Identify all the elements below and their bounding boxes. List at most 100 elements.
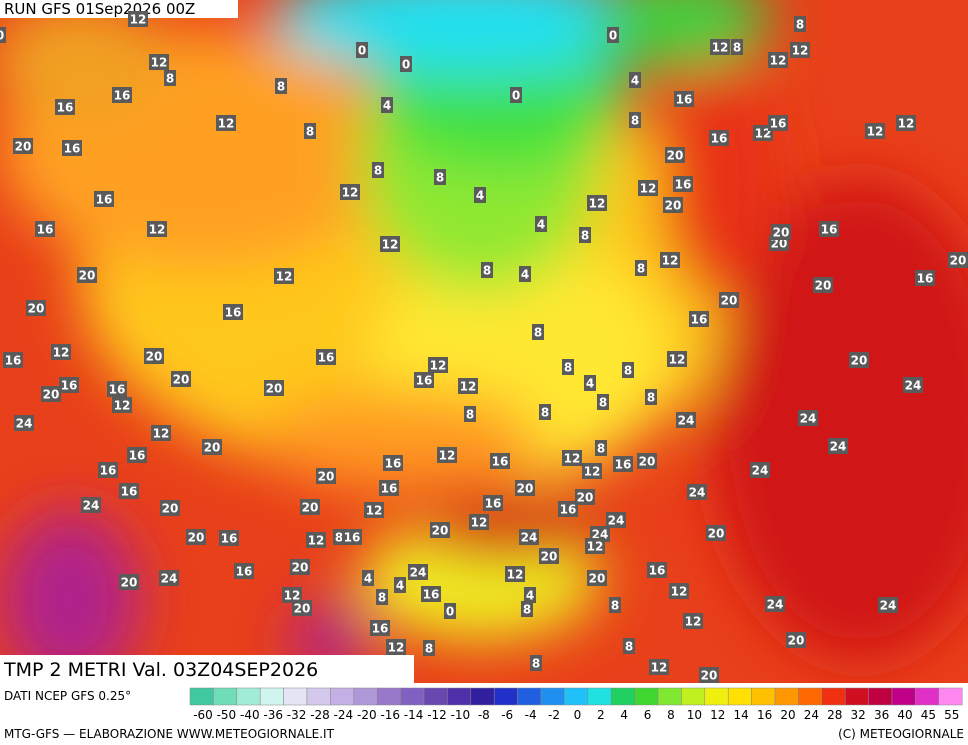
temp-label: 8 <box>796 18 804 32</box>
temp-label: 16 <box>711 132 728 146</box>
label-box <box>635 260 647 276</box>
label-box <box>128 11 148 27</box>
label-box <box>219 530 239 546</box>
temp-label: 24 <box>410 566 427 580</box>
label-box <box>202 439 222 455</box>
colorbar-label: -24 <box>334 708 354 722</box>
temp-label: 20 <box>266 382 283 396</box>
label-box <box>264 380 284 396</box>
label-box <box>794 16 806 32</box>
label-box <box>558 501 578 517</box>
temp-label: 20 <box>162 502 179 516</box>
label-box <box>469 514 489 530</box>
temp-label: 16 <box>344 531 361 545</box>
label-box <box>719 292 739 308</box>
temp-label: 12 <box>640 182 657 196</box>
colorbar-swatch <box>657 687 682 706</box>
temp-label: 20 <box>188 531 205 545</box>
label-box <box>383 455 403 471</box>
label-box <box>663 197 683 213</box>
colorbar-swatch <box>306 687 331 706</box>
label-box <box>380 236 400 252</box>
temp-label: 8 <box>523 603 531 617</box>
temp-label: 24 <box>16 417 33 431</box>
temp-label: 16 <box>129 449 146 463</box>
temp-label: 4 <box>631 74 639 88</box>
colorbar-label: -6 <box>501 708 513 722</box>
label-box <box>948 252 968 268</box>
label-box <box>292 600 312 616</box>
colorbar-swatch <box>423 687 448 706</box>
run-label: RUN GFS 01Sep2026 00Z <box>4 0 195 18</box>
label-box <box>41 386 61 402</box>
temp-label: 20 <box>851 354 868 368</box>
label-box <box>710 39 730 55</box>
temp-label: 20 <box>28 302 45 316</box>
temp-label: 12 <box>439 449 456 463</box>
temp-label: 16 <box>64 142 81 156</box>
temp-label: 4 <box>586 377 594 391</box>
label-box <box>673 176 693 192</box>
label-box <box>127 447 147 463</box>
colorbar-label: -8 <box>478 708 490 722</box>
colorbar-label: -12 <box>427 708 447 722</box>
colorbar-swatch <box>283 687 308 706</box>
temp-label: 16 <box>114 89 131 103</box>
temp-label: 24 <box>689 486 706 500</box>
temp-label: 16 <box>560 503 577 517</box>
temp-label: 16 <box>821 223 838 237</box>
label-box <box>584 375 596 391</box>
label-box <box>59 377 79 393</box>
temp-label: 8 <box>611 599 619 613</box>
temp-label: 8 <box>581 229 589 243</box>
colorbar-swatch <box>376 687 401 706</box>
label-box <box>144 348 164 364</box>
label-box <box>638 180 658 196</box>
temp-label: 0 <box>0 29 4 43</box>
temp-label: 16 <box>675 178 692 192</box>
label-box <box>483 495 503 511</box>
colorbar-swatch <box>915 687 940 706</box>
label-box <box>629 112 641 128</box>
label-box <box>647 562 667 578</box>
temp-label: 8 <box>599 396 607 410</box>
temp-label: 8 <box>277 80 285 94</box>
colorbar-swatch <box>517 687 542 706</box>
temp-label: 20 <box>318 470 335 484</box>
colorbar-label: 4 <box>620 708 628 722</box>
label-box <box>606 512 626 528</box>
colorbar-label: -20 <box>357 708 377 722</box>
temp-label: 12 <box>507 568 524 582</box>
temp-label: 12 <box>898 117 915 131</box>
label-box <box>587 570 607 586</box>
colorbar-label: -28 <box>310 708 330 722</box>
colorbar-label: -60 <box>193 708 213 722</box>
label-box <box>667 351 687 367</box>
label-box <box>107 381 127 397</box>
temp-label: 20 <box>204 441 221 455</box>
label-box <box>364 502 384 518</box>
map-title: TMP 2 METRI Val. 03Z04SEP2026 <box>3 659 318 681</box>
temp-label: 16 <box>385 457 402 471</box>
temp-label: 4 <box>476 189 484 203</box>
temp-label: 16 <box>236 565 253 579</box>
label-box <box>597 394 609 410</box>
colorbar-swatch <box>938 687 963 706</box>
temp-label: 20 <box>292 561 309 575</box>
label-box <box>689 311 709 327</box>
label-box <box>849 352 869 368</box>
label-box <box>414 372 434 388</box>
colorbar-label: -10 <box>451 708 471 722</box>
label-box <box>379 480 399 496</box>
colorbar-label: -2 <box>548 708 560 722</box>
temp-label: 8 <box>597 442 605 456</box>
temp-label: 20 <box>79 269 96 283</box>
temp-label: 24 <box>880 599 897 613</box>
temp-label: 20 <box>589 572 606 586</box>
colorbar-swatch <box>189 687 214 706</box>
temp-label: 8 <box>625 640 633 654</box>
label-box <box>768 115 788 131</box>
colorbar-swatch <box>587 687 612 706</box>
label-box <box>865 123 885 139</box>
